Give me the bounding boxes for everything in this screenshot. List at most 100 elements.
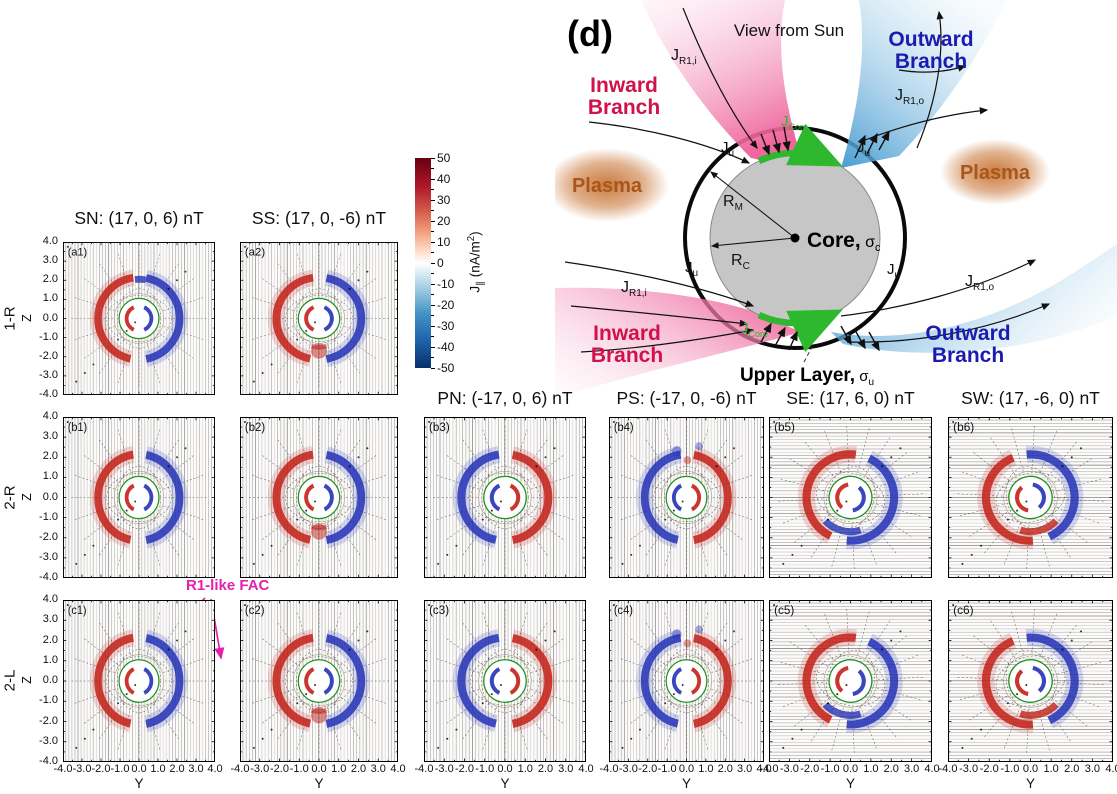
y-tick-label: -3.0 [39,368,58,381]
colorbar-tick [431,304,435,306]
colorbar-tick [431,220,435,222]
x-tick-label: 2.0 [883,763,899,775]
colorbar-tick-label: 20 [437,214,451,228]
outward-branch-shape-top [841,0,1007,168]
column-title-PN: PN: (-17, 0, 6) nT [437,388,573,408]
colorbar-tick-label: -30 [437,319,455,333]
y-tick-label: 3.0 [42,613,58,626]
fac-panel-(c4): (c4) [609,600,764,762]
plasma-label-left: Plasma [572,175,643,197]
colorbar-tick [431,157,435,159]
x-tick-label: 1.0 [150,763,166,775]
fac-panel-(c5): (c5) [769,600,932,762]
panel-label: (c2) [245,605,265,617]
rm-label: RM [723,193,743,213]
panel-label: (b2) [245,422,265,434]
x-tick-label: -1.0 [1000,763,1020,775]
row-label-2-L: 2-L [1,669,19,692]
colorbar-tick-label: -50 [437,361,455,375]
panel-label: (c1) [68,605,87,617]
core-center-dot [790,233,800,243]
x-tick-label: 1.0 [517,763,533,775]
r1-like-fac-annotation: R1-like FAC [186,577,270,594]
jcore-label-bottom: JCore [741,320,768,339]
branch-flow-arrows [564,7,1051,353]
x-tick-label: 0.0 [497,763,513,775]
x-tick-label: -1.0 [657,763,677,775]
fac-panel-(b4): (b4) [609,417,764,578]
y-tick-label: 4.0 [42,410,58,422]
x-axis-label: Y [681,776,692,791]
colorbar-minor-tick [431,252,434,253]
x-tick-label: -4.0 [230,763,250,775]
jr1i-label-top: JR1,i [671,47,697,67]
x-tick-label: -4.0 [759,763,779,775]
panel-label: (c3) [429,604,449,617]
colorbar-tick [431,283,435,285]
upper-layer-leader [803,346,813,363]
x-tick-label: 2.0 [350,763,367,775]
x-axis-label: Y [1025,776,1036,791]
inward-branch-shape-top [641,0,805,170]
x-tick-label: -3.0 [72,763,92,775]
colorbar-minor-tick [431,357,434,358]
y-tick-label: -2.0 [39,349,58,362]
x-tick-label: -3.0 [779,763,799,775]
core-circle [709,152,881,324]
fac-panel-(b3): (b3) [424,417,586,578]
panel-label: (a2) [245,247,265,259]
outward-branch-label-bottom: Outward [925,322,1010,345]
y-tick-label: -2.0 [39,530,58,543]
fac-panel-(b1): (b1) [63,417,215,578]
x-tick-label: 1.0 [698,763,714,775]
fac-panel-(c1): (c1) [63,600,215,762]
x-tick-label: -2.0 [455,763,474,775]
y-tick-label: 2.0 [42,273,58,286]
x-tick-label: -3.0 [434,763,454,775]
x-tick-label: 4.0 [390,763,406,775]
colorbar-minor-tick [431,315,434,316]
y-tick-label: -3.0 [39,734,58,747]
colorbar-tick [431,262,435,264]
inward-branch-label-bottom2: Branch [591,344,663,367]
fac-panel-(a2): (a2) [240,242,398,395]
y-tick-label: 0.0 [42,490,58,503]
panel-label: (c6) [953,604,974,617]
x-tick-label: 1.0 [331,763,347,775]
x-tick-label: -4.0 [599,763,619,775]
colorbar-minor-tick [431,210,434,211]
y-tick-label: -4.0 [39,571,58,583]
x-tick-label: 3.0 [736,763,753,775]
x-tick-label: -1.0 [289,763,309,775]
x-tick-label: 3.0 [903,763,920,775]
x-tick-label: 0.0 [1022,763,1039,775]
y-tick-label: 1.0 [42,653,58,666]
outward-branch-shape-bottom [831,244,1117,353]
colorbar-tick-label: 30 [437,193,451,207]
x-tick-label: 4.0 [756,763,772,775]
colorbar-unit-label: J∥ (nA/m2) [465,231,487,293]
colorbar-tick-label: 50 [437,151,451,165]
outward-branch-label-bottom2: Branch [932,344,1004,367]
y-tick-label: 3.0 [42,254,58,267]
diagram-panel-label: (d) [567,13,613,54]
column-title-SW: SW: (17, -6, 0) nT [961,388,1100,408]
column-title-SN: SN: (17, 0, 6) nT [74,208,204,228]
y-tick-label: -1.0 [39,330,58,343]
x-tick-label: -3.0 [618,763,638,775]
x-tick-label: 4.0 [1105,763,1117,775]
plasma-blob-left [555,148,669,222]
x-tick-label: 0.0 [131,763,147,775]
rm-arrow [710,171,796,239]
y-tick-label: -3.0 [39,550,58,563]
colorbar-minor-tick [431,189,434,190]
panel-label: (a1) [68,246,87,258]
colorbar-minor-tick [431,168,434,169]
x-axis-label: Y [500,776,510,791]
x-tick-label: -1.0 [110,763,130,775]
jcore-arc-top [757,123,843,167]
jcore-arc-bottom [757,309,843,353]
y-tick-label: -1.0 [39,694,58,707]
ju-current-dashes [760,126,890,352]
